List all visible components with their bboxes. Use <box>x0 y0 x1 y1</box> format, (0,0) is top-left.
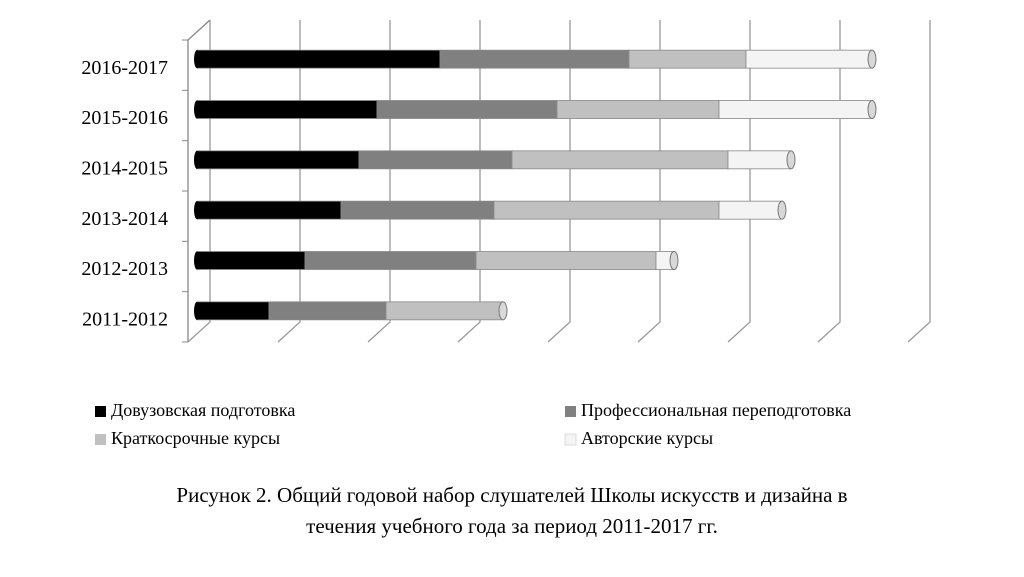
bar-segment <box>196 49 441 69</box>
bar-segment <box>385 301 504 321</box>
legend-label: Авторские курсы <box>581 428 713 448</box>
legend-swatch <box>564 433 577 446</box>
bar-segment <box>475 251 657 270</box>
bar-cap <box>498 301 508 321</box>
bar-segment <box>196 200 342 220</box>
bar-segment <box>727 150 792 170</box>
grid-line <box>457 20 481 343</box>
bar-segment <box>511 150 729 170</box>
bar-cap <box>194 251 200 270</box>
bar-cap <box>194 100 200 119</box>
axis-line <box>187 19 211 41</box>
bar-cap <box>867 100 877 119</box>
bar-segment <box>493 200 720 220</box>
y-tick-label: 2012-2013 <box>81 258 168 280</box>
bar-segment <box>196 150 360 170</box>
bar-segment <box>376 100 558 119</box>
bar-cap <box>194 301 200 320</box>
bar-segment <box>268 301 387 321</box>
bar-segment <box>304 251 477 270</box>
legend-label: Довузовская подготовка <box>111 400 295 420</box>
legend-swatch <box>95 406 106 417</box>
bar-segment <box>556 100 720 119</box>
bar-cap <box>777 200 787 220</box>
bar-cap <box>194 150 200 169</box>
grid-line <box>637 20 661 343</box>
grid-line <box>727 20 751 343</box>
grid-line <box>367 20 391 343</box>
caption-line: течения учебного года за период 2011-201… <box>306 514 718 538</box>
bar-segment <box>745 49 873 69</box>
bar-cap <box>867 49 877 69</box>
grid-line <box>907 20 931 343</box>
bar-segment <box>196 301 270 321</box>
legend-swatch <box>95 434 106 445</box>
grid-line <box>817 20 841 343</box>
legend-label: Профессиональная переподготовка <box>581 400 851 420</box>
y-tick-label: 2011-2012 <box>82 308 168 330</box>
bar-segment <box>718 200 783 220</box>
bar-cap <box>669 251 679 270</box>
bar-segment <box>340 200 495 220</box>
bar-cap <box>194 50 200 69</box>
bar-segment <box>196 251 306 270</box>
legend-swatch <box>565 406 576 417</box>
bar-segment <box>358 150 513 170</box>
y-tick-label: 2015-2016 <box>81 107 168 129</box>
y-tick-label: 2016-2017 <box>81 57 168 79</box>
bar-segment <box>718 100 873 119</box>
bar-segment <box>439 49 630 69</box>
y-tick-label: 2013-2014 <box>81 208 168 230</box>
y-tick-label: 2014-2015 <box>81 157 168 179</box>
grid-line <box>547 20 571 343</box>
grid-line <box>277 20 301 343</box>
grid-line <box>187 20 211 343</box>
caption-line: Рисунок 2. Общий годовой набор слушателе… <box>176 483 847 507</box>
bar-segment <box>628 49 747 69</box>
bar-segment <box>196 100 378 119</box>
bar-cap <box>786 150 796 170</box>
legend-label: Краткосрочные курсы <box>111 428 280 448</box>
bar-cap <box>194 201 200 220</box>
